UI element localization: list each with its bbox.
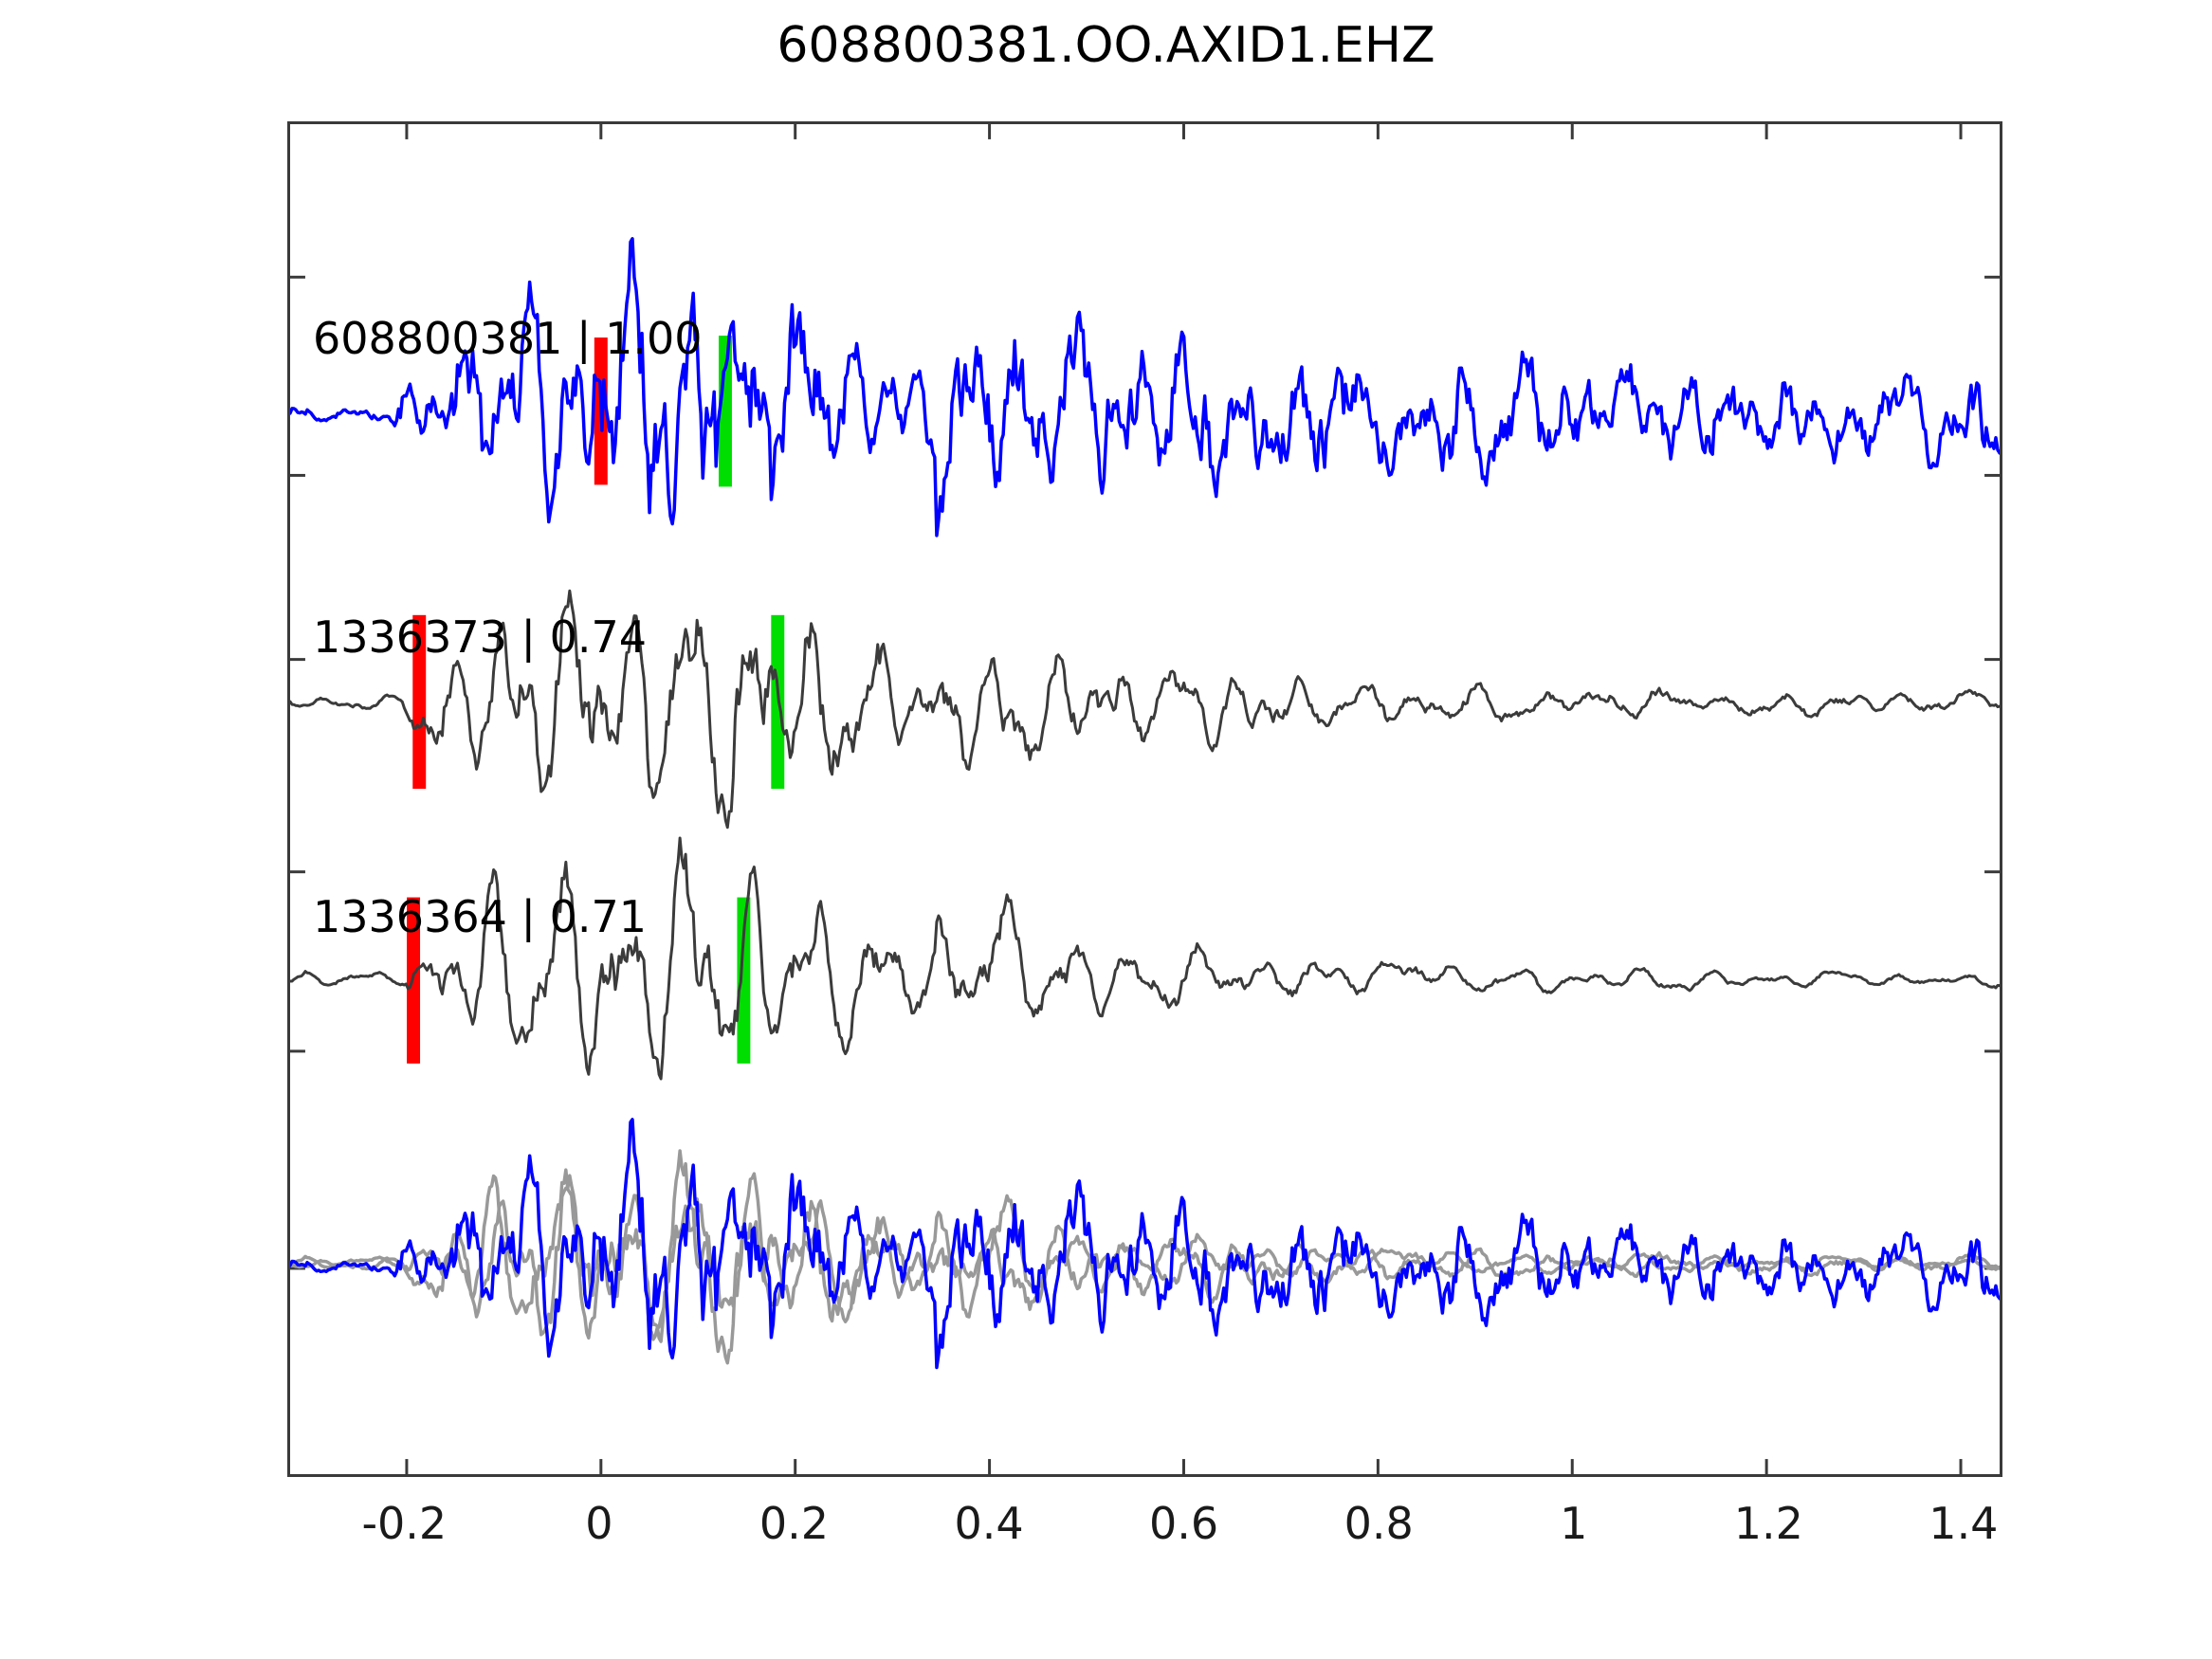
pick-end-marker-trace-3 [737, 897, 751, 1064]
overlay-trace-1336364 [290, 1149, 2000, 1343]
x-tick-label: 0.6 [1149, 1498, 1219, 1549]
x-tick-label: 1.4 [1929, 1498, 1999, 1549]
x-tick-label: 1.2 [1733, 1498, 1803, 1549]
waveform-svg [290, 124, 2000, 1474]
x-tick-label: 0.2 [759, 1498, 830, 1549]
waveform-trace-3 [290, 836, 2000, 1081]
x-axis-tick-labels: -0.2 0 0.2 0.4 0.6 0.8 1 1.2 1.4 [0, 1498, 2212, 1564]
waveform-trace-1 [290, 237, 2000, 538]
x-tick-label: 1 [1560, 1498, 1588, 1549]
x-tick-label: 0 [585, 1498, 613, 1549]
x-tick-label: -0.2 [361, 1498, 448, 1549]
pick-start-marker-trace-2 [412, 614, 427, 790]
waveform-trace-2 [290, 589, 2000, 830]
overlay-trace-608800381 [290, 1118, 2000, 1370]
trace-label-1: 608800381 | 1.00 [313, 313, 703, 364]
trace-label-3: 1336364 | 0.71 [313, 891, 648, 942]
trace-label-2: 1336373 | 0.74 [313, 611, 648, 663]
x-tick-label: 0.4 [954, 1498, 1024, 1549]
overlay-trace-1336373 [290, 1174, 2000, 1365]
plot-area [287, 121, 2002, 1477]
x-tick-label: 0.8 [1344, 1498, 1414, 1549]
figure-title: 608800381.OO.AXID1.EHZ [777, 17, 1435, 74]
